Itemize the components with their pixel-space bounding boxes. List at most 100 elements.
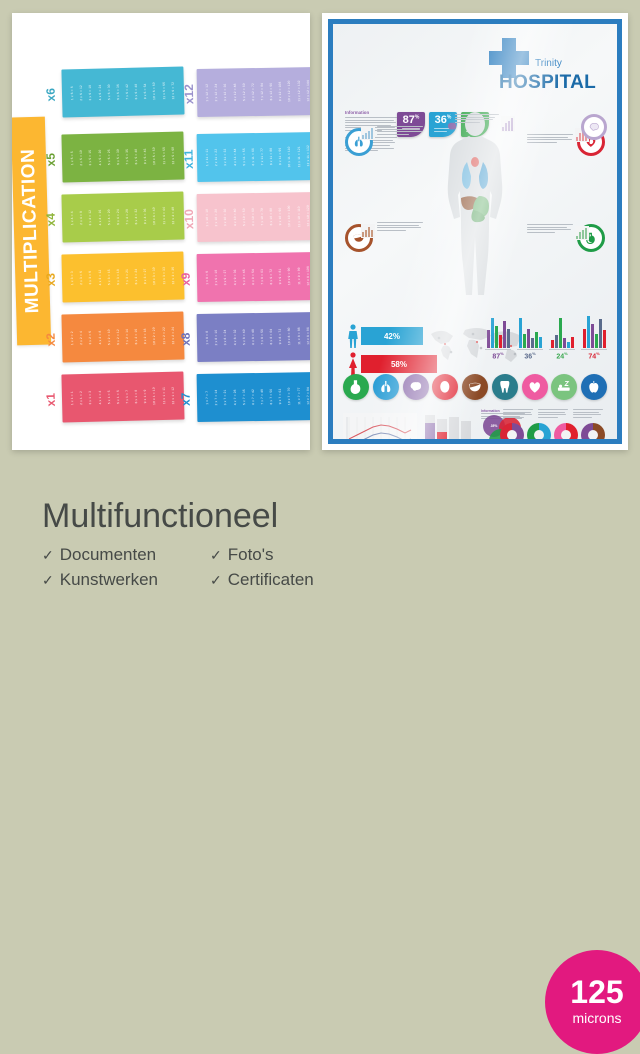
venn-circle-label: 62%: [497, 438, 505, 443]
multiplication-table-label: x10: [181, 209, 197, 230]
callout-stomach-text: [527, 224, 573, 233]
bar: [526, 328, 530, 348]
multiplication-equation: 12 x 3 = 36: [170, 266, 175, 285]
information-heading: Information: [345, 110, 370, 115]
stat-badge: 87%: [397, 112, 425, 137]
bottom-chart-row: Information 35%47%62%: [343, 409, 607, 443]
bar-group-divider: [517, 349, 543, 350]
bar-chart-bar: [425, 415, 435, 439]
multiplication-equation: 10 x 4 = 40: [152, 207, 157, 226]
donut-chart: [500, 423, 524, 439]
bar: [582, 328, 586, 348]
tooth-icon: [491, 374, 518, 400]
multiplication-equation: 1 x 11 = 11: [204, 149, 210, 167]
multiplication-equation: 5 x 4 = 20: [106, 209, 111, 226]
liver-icon: [462, 374, 488, 400]
multiplication-equation: 4 x 8 = 32: [232, 329, 237, 346]
multiplication-equation: 9 x 5 = 45: [143, 148, 148, 165]
callout-lungs-text: [377, 126, 423, 135]
bar-chart-bar: [461, 421, 471, 439]
multiplication-equation: 10 x 9 = 90: [287, 267, 292, 286]
multiplication-equation: 7 x 12 = 84: [259, 83, 265, 101]
bar-group-divider: [485, 349, 511, 350]
multiplication-equation: 6 x 6 = 36: [115, 84, 121, 101]
multiplication-table-card: 1 x 1 = 1 2 x 1 = 2 3 x 1 = 3 4 x 1 = 4 5 x …: [61, 371, 185, 423]
multiplication-table-x11: x11 1 x 11 = 11 2 x 11 = 22 3 x 11 = 33 4 x …: [182, 131, 310, 184]
multiplication-equation: 1 x 7 = 7: [204, 390, 210, 405]
multiplication-equation: 5 x 11 = 55: [241, 148, 246, 166]
bar-group-divider: [581, 349, 607, 350]
hospital-poster-frame: Trinity HOSPITAL Information 87% 36% 24%: [328, 19, 622, 444]
multiplication-equation: 10 x 8 = 80: [287, 327, 292, 346]
multiplication-equation: 7 x 8 = 56: [259, 329, 265, 345]
multiplication-equation: 4 x 6 = 24: [97, 84, 102, 101]
microns-number: 125: [570, 974, 624, 1011]
bar-group-value: 74%: [588, 351, 600, 361]
multiplication-table-card: 1 x 8 = 8 2 x 8 = 16 3 x 8 = 24 4 x 8 = 32 5…: [196, 311, 310, 363]
bar: [594, 333, 598, 348]
multiplication-equation: 11 x 4 = 44: [161, 207, 166, 225]
multiplication-equation: 3 x 3 = 9: [88, 270, 93, 285]
multiplication-equation: 1 x 8 = 8: [204, 330, 210, 345]
multiplication-equation: 2 x 8 = 16: [214, 329, 219, 346]
multiplication-equation: 9 x 8 = 72: [278, 328, 283, 345]
multiplication-equation: 5 x 7 = 35: [241, 389, 246, 406]
multiplication-equation: 6 x 1 = 6: [115, 390, 120, 405]
multiplication-table-x3: x3 1 x 3 = 3 2 x 3 = 6 3 x 3 = 9 4 x 3 = 12 5…: [44, 251, 185, 305]
bar: [598, 319, 602, 348]
multiplication-equation: 6 x 3 = 18: [115, 269, 121, 286]
multiplication-equation: 5 x 12 = 60: [241, 83, 246, 102]
bar: [554, 335, 558, 348]
medical-cross-icon: [489, 38, 529, 78]
callout-liver: [377, 222, 423, 232]
check-icon: ✓: [42, 571, 54, 588]
hospital-brand-name: Trinity: [535, 58, 562, 69]
male-icon: [347, 324, 359, 348]
multiplication-equation: 11 x 1 = 11: [161, 387, 166, 405]
multiplication-equation: 6 x 2 = 12: [115, 329, 121, 346]
brain-circle-icon: [581, 114, 607, 140]
multiplication-equation: 2 x 3 = 6: [79, 271, 84, 285]
banner-feature-label: Foto's: [227, 545, 274, 564]
multiplication-table-label: x8: [178, 332, 193, 347]
banner-feature-item: ✓ Documenten: [42, 545, 158, 565]
multiplication-equation: 2 x 12 = 24: [214, 83, 219, 102]
multiplication-equation: 9 x 11 = 99: [278, 147, 283, 166]
multiplication-equation: 4 x 3 = 12: [97, 269, 102, 286]
bar-chart-bar: [437, 419, 447, 439]
multiplication-equation: 9 x 12 = 108: [278, 81, 283, 102]
multiplication-table-label: x2: [43, 332, 58, 347]
multiplication-equation: 12 x 6 = 72: [170, 81, 175, 100]
multiplication-equation: 5 x 8 = 40: [241, 329, 246, 346]
multiplication-equation: 5 x 5 = 25: [106, 149, 111, 166]
multiplication-equation: 4 x 9 = 36: [232, 269, 237, 286]
multiplication-equation: 11 x 7 = 77: [296, 387, 301, 406]
kidney-icon: [432, 374, 459, 400]
multiplication-equation: 3 x 2 = 6: [88, 330, 93, 345]
multiplication-table-label: x5: [43, 152, 58, 167]
bar: [530, 338, 534, 348]
banner-feature-column: ✓ Documenten ✓ Kunstwerken: [42, 545, 158, 590]
heart-icon: [521, 374, 548, 400]
multiplication-equation: 3 x 10 = 30: [223, 208, 228, 227]
minichart-brain: [501, 116, 515, 132]
multiplication-equation: 8 x 9 = 72: [269, 268, 274, 285]
callout-heart: [527, 134, 573, 144]
multiplication-equation: 2 x 11 = 22: [214, 149, 219, 167]
donut-chart: [554, 423, 578, 439]
multiplication-equation: 4 x 5 = 20: [97, 149, 102, 166]
multiplication-equation: 12 x 2 = 24: [170, 326, 175, 345]
bar-group-bars: [549, 316, 575, 348]
multiplication-equation: 12 x 7 = 84: [305, 387, 310, 405]
bar-group: 36%: [517, 316, 543, 360]
multiplication-equation: 8 x 3 = 24: [133, 268, 139, 285]
multiplication-table-card: 1 x 9 = 9 2 x 9 = 18 3 x 9 = 27 4 x 9 = 36 5…: [196, 251, 310, 303]
multiplication-equation: 1 x 9 = 9: [204, 270, 210, 285]
bottom-text-columns: [503, 409, 603, 419]
female-percent: 58%: [361, 355, 437, 373]
multiplication-equation: 6 x 10 = 60: [250, 208, 255, 226]
multiplication-equation: 10 x 1 = 10: [152, 387, 157, 406]
gender-stats: 42% 58%: [347, 324, 437, 380]
body-silhouette: [447, 112, 503, 295]
multiplication-equation: 11 x 6 = 66: [161, 82, 166, 100]
